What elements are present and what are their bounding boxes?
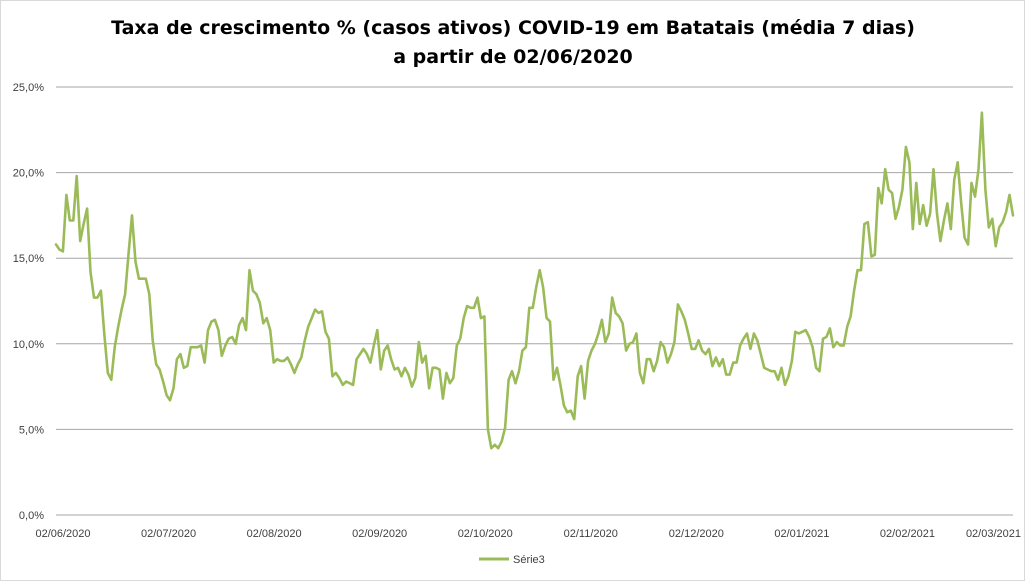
x-tick-label: 02/10/2020 (458, 528, 513, 540)
y-tick-label: 0,0% (19, 510, 44, 522)
x-tick-label: 02/09/2020 (352, 528, 407, 540)
x-tick-label: 02/02/2021 (880, 528, 935, 540)
x-tick-label: 02/01/2021 (774, 528, 829, 540)
gridlines (56, 86, 1013, 516)
x-tick-label: 02/03/2021 (966, 528, 1021, 540)
x-tick-label: 02/11/2020 (564, 528, 618, 540)
legend-label-serie3: Série3 (513, 554, 545, 566)
legend: Série3 (479, 554, 545, 566)
y-tick-label: 10,0% (13, 339, 44, 351)
y-tick-label: 20,0% (13, 168, 44, 180)
x-tick-label: 02/08/2020 (247, 528, 302, 540)
series-layer (54, 111, 1015, 450)
x-tick-label: 02/07/2020 (141, 528, 196, 540)
x-axis-tick-labels: 02/06/2020 02/07/2020 02/08/2020 02/09/2020… (35, 528, 1021, 540)
y-axis-tick-labels: 0,0% 5,0% 10,0% 15,0% 20,0% 25,0% (13, 82, 44, 522)
series-line-0 (54, 111, 1015, 450)
chart-title-line-1: Taxa de crescimento % (casos ativos) COV… (111, 17, 915, 39)
y-tick-label: 15,0% (13, 253, 44, 265)
chart-title-line-2: a partir de 02/06/2020 (393, 46, 633, 68)
x-tick-label: 02/06/2020 (35, 528, 90, 540)
y-tick-label: 25,0% (13, 82, 44, 94)
y-tick-label: 5,0% (19, 424, 44, 436)
x-tick-label: 02/12/2020 (669, 528, 724, 540)
